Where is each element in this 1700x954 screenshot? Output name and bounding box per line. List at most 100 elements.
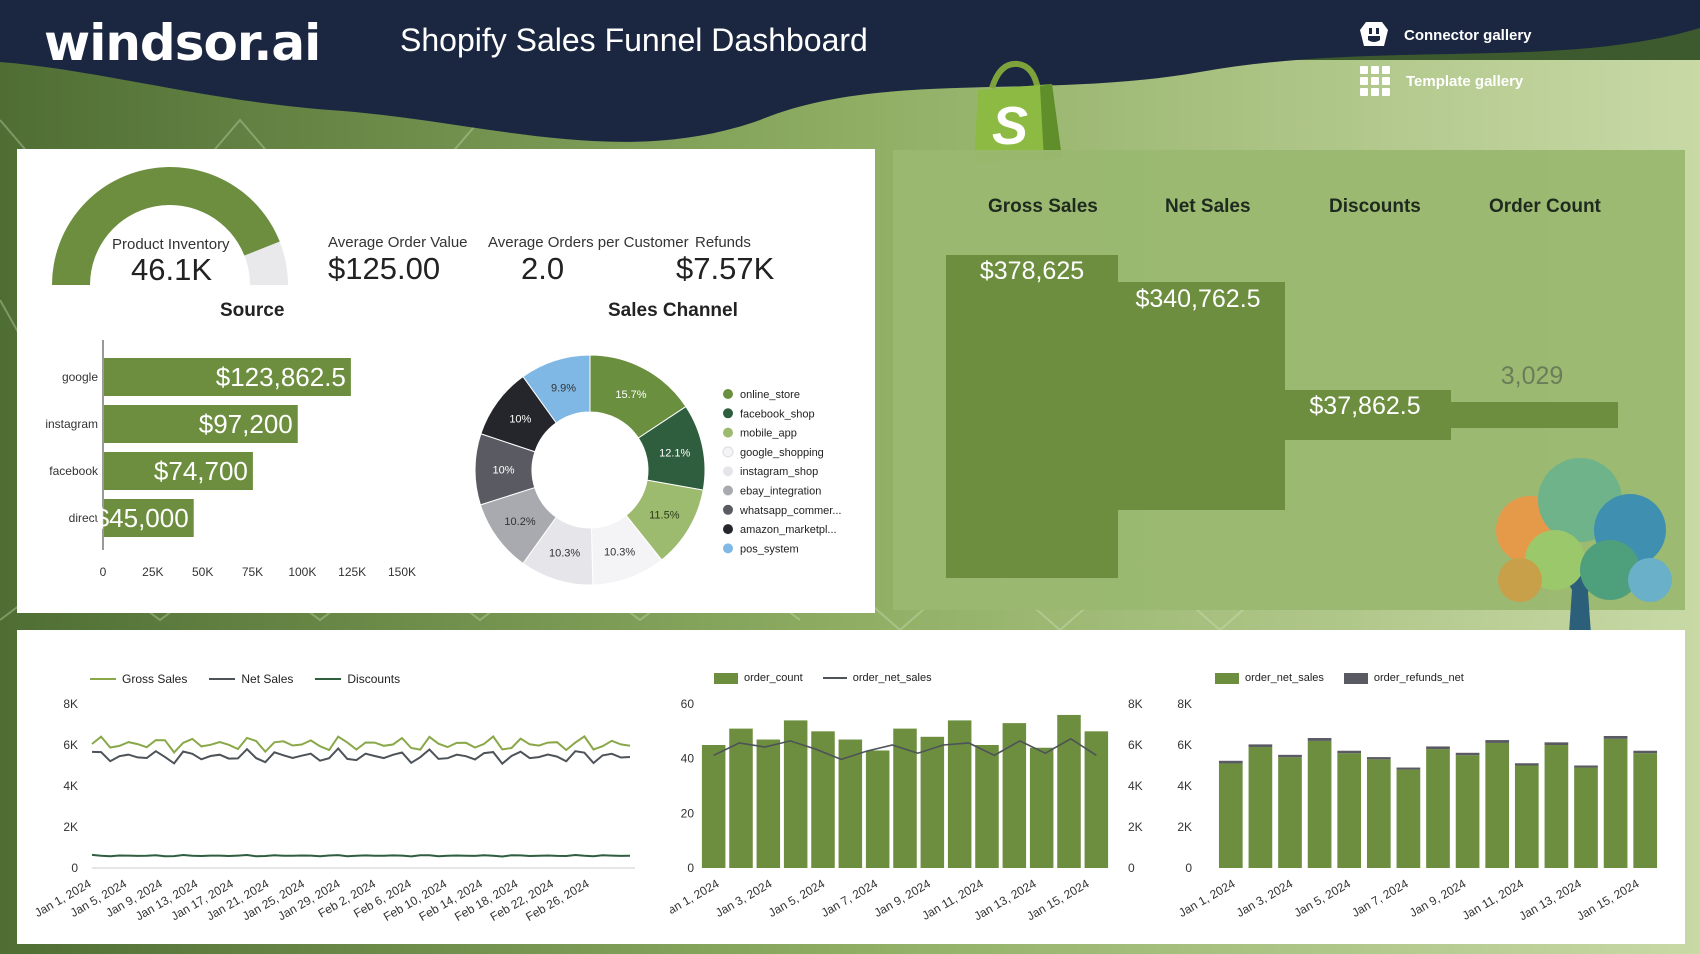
channel-legend-dot: [723, 543, 733, 554]
net-sales-bar: [1633, 753, 1658, 868]
source-value-label: $123,862.5: [216, 362, 346, 392]
orders-x-tick: Jan 1, 2024: [670, 876, 722, 920]
refunds-y-tick: 0: [1185, 861, 1192, 875]
net-sales-bar: [1278, 757, 1302, 868]
net-sales-bar: [1455, 755, 1480, 868]
channel-legend-label: facebook_shop: [740, 408, 815, 420]
grid-icon: [1360, 66, 1390, 96]
refunds-bar: [1366, 757, 1391, 760]
channel-slice-label: 9.9%: [551, 383, 576, 395]
refunds-bar: [1426, 746, 1450, 750]
orders-x-tick: Jan 5, 2024: [766, 876, 828, 920]
source-tick-label: 50K: [192, 565, 213, 579]
source-bar-chart: google $123,862.5 instagram $97,200 facebook…: [45, 340, 416, 579]
svg-text:S: S: [992, 96, 1028, 156]
channel-slice-label: 10%: [509, 414, 531, 426]
refunds-bar: [1574, 765, 1598, 768]
net-sales-bar: [1544, 745, 1569, 868]
legend-order-count: order_count: [714, 672, 803, 684]
net-refunds-legend: order_net_sales order_refunds_net: [1215, 672, 1464, 684]
net-sales-line: [91, 747, 631, 766]
sales-line-y-tick: 2K: [63, 820, 78, 834]
order-count-bar: [729, 728, 753, 868]
channel-legend-label: pos_system: [740, 543, 799, 555]
funnel-header-discounts: Discounts: [1329, 196, 1421, 217]
sales-line-y-tick: 4K: [63, 779, 78, 793]
aov-value: $125.00: [328, 251, 441, 286]
refunds-bar: [1514, 763, 1539, 766]
source-title: Source: [220, 300, 285, 321]
net-sales-bar: [1337, 753, 1362, 868]
header-wave: [0, 0, 1700, 142]
aopc-label: Average Orders per Customer: [488, 234, 689, 251]
channel-legend-dot: [723, 466, 733, 477]
source-bar: [104, 405, 298, 443]
orders-right-y-tick: 4K: [1128, 779, 1143, 793]
sales-line-y-tick: 6K: [63, 738, 78, 752]
source-tick-label: 150K: [388, 565, 416, 579]
source-category-label: direct: [69, 511, 99, 525]
order-count-bar: [920, 736, 945, 868]
refunds-y-tick: 8K: [1177, 697, 1192, 711]
net-sales-bar: [1218, 763, 1243, 868]
order-count-bar: [865, 750, 890, 868]
channel-legend-label: whatsapp_commer...: [739, 505, 842, 517]
channel-legend-dot: [723, 427, 733, 438]
template-gallery-link[interactable]: Template gallery: [1360, 66, 1523, 96]
windsor-logo[interactable]: windsor.ai: [44, 14, 321, 72]
channel-legend-dot: [722, 446, 734, 458]
source-tick-label: 25K: [142, 565, 163, 579]
net-sales-bar: [1307, 740, 1332, 868]
orders-right-y-tick: 2K: [1128, 820, 1143, 834]
orders-left-y-tick: 0: [687, 861, 694, 875]
refunds-x-tick: Jan 9, 2024: [1407, 876, 1469, 920]
orders-x-tick: Jan 7, 2024: [819, 876, 881, 920]
source-bar: [104, 452, 253, 490]
order-count-bar: [756, 739, 781, 868]
channel-slice-label: 10.2%: [504, 516, 535, 528]
channel-slice: [522, 354, 591, 424]
net-sales-bar: [1426, 749, 1450, 868]
channel-slice-label: 10.3%: [549, 548, 580, 560]
aov-label: Average Order Value: [328, 234, 468, 251]
refunds-bar: [1603, 735, 1628, 739]
channel-slice-label: 10.3%: [604, 546, 635, 558]
orders-right-y-tick: 0: [1128, 861, 1135, 875]
shopify-bag-icon: S: [974, 60, 1062, 164]
funnel-header-gross: Gross Sales: [988, 196, 1098, 217]
funnel-header-net: Net Sales: [1165, 196, 1251, 217]
orders-right-y-tick: 6K: [1128, 738, 1143, 752]
funnel-header-order-count: Order Count: [1489, 196, 1601, 217]
channel-slice-label: 12.1%: [659, 447, 690, 459]
refunds-x-tick: Jan 3, 2024: [1234, 876, 1296, 920]
funnel-value-discounts: $37,862.5: [1309, 392, 1420, 420]
aopc-value: 2.0: [521, 251, 565, 286]
channel-legend-label: ebay_integration: [740, 486, 821, 498]
source-tick-label: 75K: [242, 565, 263, 579]
discounts-line: [91, 853, 631, 858]
funnel-value-order-count: 3,029: [1501, 362, 1564, 390]
refunds-label: Refunds: [695, 234, 751, 251]
connector-gallery-link[interactable]: Connector gallery: [1356, 18, 1532, 52]
source-category-label: google: [62, 370, 98, 384]
refunds-x-tick: Jan 15, 2024: [1574, 876, 1641, 923]
channel-legend-label: amazon_marketpl...: [740, 524, 837, 536]
inventory-label: Product Inventory: [112, 236, 230, 253]
refunds-x-tick: Jan 7, 2024: [1349, 876, 1411, 920]
legend-discounts: Discounts: [315, 672, 400, 686]
orders-left-y-tick: 40: [681, 752, 695, 766]
refunds-y-tick: 6K: [1177, 738, 1192, 752]
refunds-x-tick: Jan 5, 2024: [1292, 876, 1354, 920]
refunds-bar: [1278, 754, 1302, 758]
funnel-value-net: $340,762.5: [1135, 285, 1260, 313]
source-value-label: $97,200: [199, 409, 293, 439]
refunds-bar: [1307, 738, 1332, 741]
refunds-bar: [1485, 740, 1510, 743]
source-bar: [104, 358, 351, 396]
net-sales-bar: [1396, 769, 1421, 868]
sales-line-y-tick: 0: [71, 861, 78, 875]
refunds-bar: [1248, 744, 1273, 748]
channel-slice-label: 10%: [492, 464, 514, 476]
